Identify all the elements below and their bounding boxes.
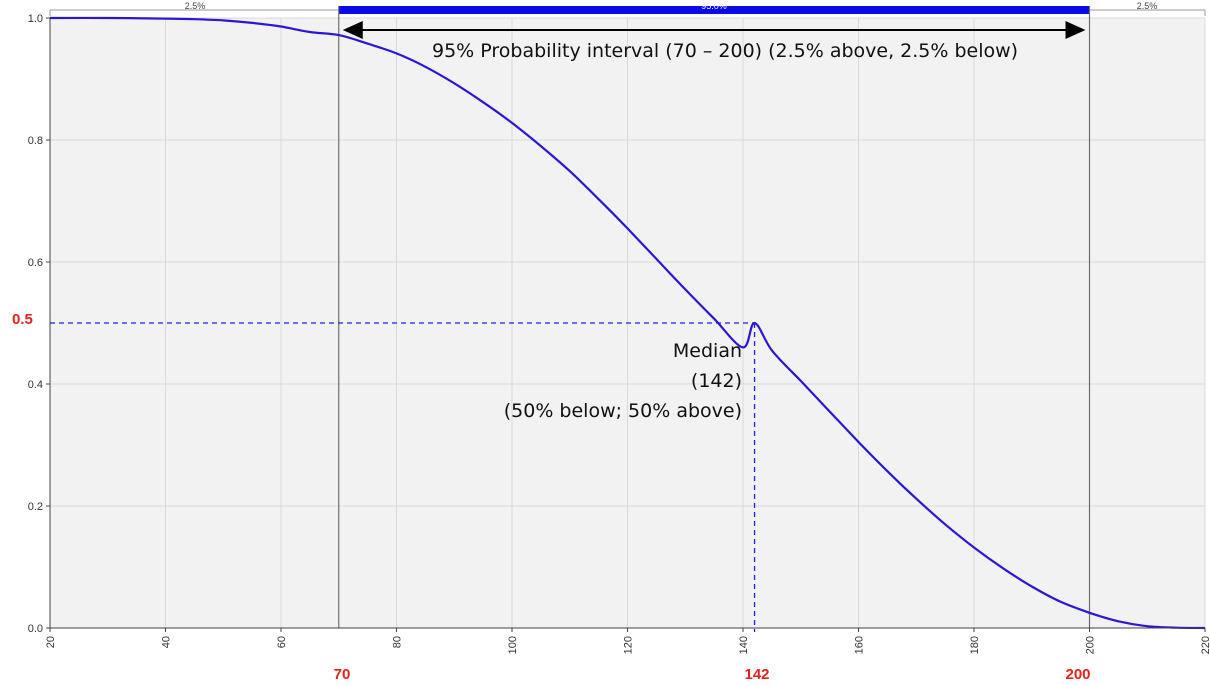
low-x-highlight-label: 70 [334, 666, 351, 683]
y-tick-label: 0.6 [28, 257, 43, 269]
x-tick-label: 160 [854, 636, 866, 654]
x-tick-label: 20 [45, 636, 57, 648]
y-tick-label: 0.2 [28, 501, 43, 513]
band-middle-bar [338, 6, 1090, 14]
median-x-highlight-label: 142 [744, 666, 769, 683]
y-tick-label: 0.0 [28, 623, 43, 635]
high-x-highlight-label: 200 [1065, 666, 1090, 683]
x-tick-label: 180 [969, 636, 981, 654]
median-annotation-line3: (50% below; 50% above) [504, 400, 742, 422]
x-tick-label: 100 [507, 636, 519, 654]
x-tick-label: 120 [623, 636, 635, 654]
x-tick-label: 220 [1200, 636, 1210, 654]
band-label-middle: 95.0% [701, 1, 727, 11]
x-tick-label: 40 [161, 636, 173, 648]
band-label-right: 2.5% [1137, 1, 1158, 11]
y-tick-label: 0.8 [28, 135, 43, 147]
interval-annotation: 95% Probability interval (70 – 200) (2.5… [432, 40, 1018, 62]
x-tick-label: 80 [392, 636, 404, 648]
median-y-highlight-label: 0.5 [12, 311, 33, 328]
x-tick-label: 60 [276, 636, 288, 648]
median-annotation-line1: Median [673, 340, 742, 362]
interval-arrow-right-head [1065, 21, 1086, 39]
band-label-left: 2.5% [185, 1, 206, 11]
series-line-0 [49, 16, 1206, 630]
y-tick-label: 1.0 [28, 13, 43, 25]
median-annotation-line2: (142) [691, 370, 742, 392]
x-tick-label: 200 [1085, 636, 1097, 654]
y-tick-label: 0.4 [28, 379, 43, 391]
x-tick-label: 140 [738, 636, 750, 654]
interval-arrow-left-head [342, 21, 363, 39]
